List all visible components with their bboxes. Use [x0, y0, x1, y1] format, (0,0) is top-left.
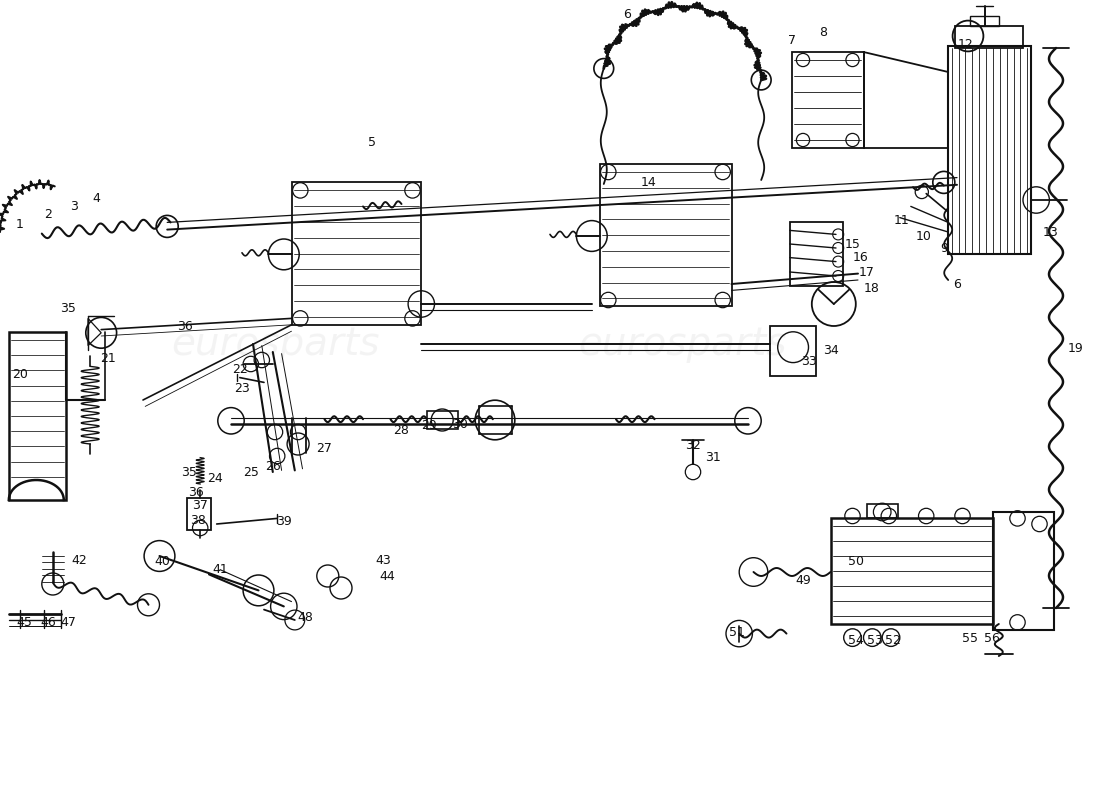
Text: 36: 36 — [177, 320, 192, 333]
Text: 35: 35 — [60, 302, 76, 314]
Text: 14: 14 — [641, 176, 657, 189]
Text: 43: 43 — [375, 554, 390, 566]
Bar — [292, 182, 421, 325]
Bar — [830, 518, 993, 624]
Text: 25: 25 — [243, 466, 258, 478]
Text: 22: 22 — [232, 363, 248, 376]
Text: 4: 4 — [92, 192, 101, 205]
Bar — [187, 498, 211, 530]
Text: 5: 5 — [367, 136, 376, 149]
Bar — [948, 46, 1031, 254]
Text: 6: 6 — [953, 278, 961, 290]
Text: 45: 45 — [16, 616, 32, 629]
Text: eurosparts: eurosparts — [578, 325, 786, 363]
Text: 27: 27 — [317, 442, 332, 454]
Text: 6: 6 — [623, 8, 631, 21]
Text: 35: 35 — [182, 466, 197, 478]
Text: 7: 7 — [788, 34, 796, 46]
Bar — [792, 52, 864, 148]
Text: 28: 28 — [394, 424, 409, 437]
Bar — [427, 411, 458, 429]
Text: 2: 2 — [44, 208, 53, 221]
Text: 16: 16 — [852, 251, 868, 264]
Text: eurosparts: eurosparts — [170, 325, 380, 363]
Text: 20: 20 — [12, 368, 28, 381]
Text: 56: 56 — [984, 632, 1000, 645]
Text: 18: 18 — [864, 282, 879, 294]
Text: 34: 34 — [823, 344, 838, 357]
Text: 55: 55 — [962, 632, 978, 645]
Text: 19: 19 — [1068, 342, 1084, 354]
Bar — [993, 512, 1054, 630]
Text: 3: 3 — [69, 200, 78, 213]
Text: 41: 41 — [212, 563, 228, 576]
Text: 17: 17 — [859, 266, 874, 278]
Text: 26: 26 — [265, 460, 280, 473]
Text: 12: 12 — [958, 38, 974, 50]
Text: 31: 31 — [705, 451, 720, 464]
Text: 46: 46 — [41, 616, 56, 629]
Text: 32: 32 — [685, 439, 701, 452]
Text: 53: 53 — [867, 634, 882, 646]
Bar — [970, 16, 999, 26]
Text: 37: 37 — [192, 499, 208, 512]
Text: 30: 30 — [452, 418, 468, 430]
Text: 47: 47 — [60, 616, 76, 629]
Text: 15: 15 — [845, 238, 860, 250]
Text: 23: 23 — [234, 382, 250, 394]
Text: 13: 13 — [1043, 226, 1058, 238]
Bar — [790, 222, 843, 286]
Bar — [770, 326, 816, 376]
Text: 39: 39 — [276, 515, 292, 528]
Text: 10: 10 — [916, 230, 932, 242]
Text: 52: 52 — [886, 634, 901, 646]
Text: 38: 38 — [190, 514, 206, 526]
Text: 11: 11 — [894, 214, 910, 226]
Text: 36: 36 — [188, 486, 204, 498]
Text: 50: 50 — [848, 555, 864, 568]
Text: 51: 51 — [729, 626, 745, 638]
Text: 9: 9 — [939, 242, 948, 254]
Text: 8: 8 — [818, 26, 827, 38]
Text: 54: 54 — [848, 634, 864, 646]
Text: 1: 1 — [15, 218, 24, 230]
Bar — [600, 164, 732, 306]
Bar — [955, 26, 1023, 48]
Text: 33: 33 — [801, 355, 816, 368]
Text: 40: 40 — [155, 555, 170, 568]
Text: 42: 42 — [72, 554, 87, 566]
Text: 44: 44 — [379, 570, 395, 582]
Text: 29: 29 — [421, 419, 437, 432]
Text: 24: 24 — [207, 472, 222, 485]
Text: 21: 21 — [100, 352, 116, 365]
Text: 48: 48 — [298, 611, 314, 624]
Bar — [867, 504, 898, 518]
Bar — [9, 332, 66, 500]
Text: 49: 49 — [795, 574, 811, 586]
